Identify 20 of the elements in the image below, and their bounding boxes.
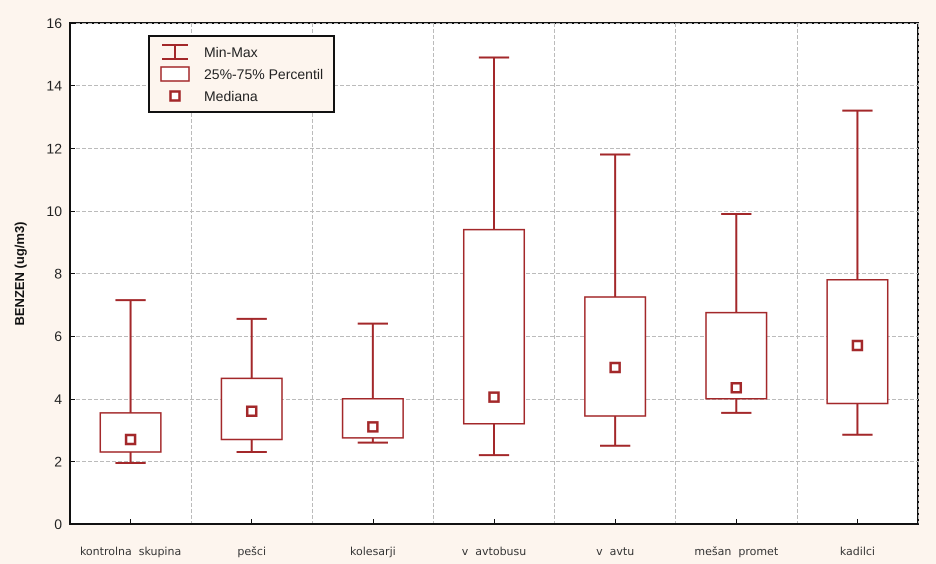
y-tick-label: 2 <box>54 453 62 470</box>
y-tick-label: 16 <box>46 15 62 31</box>
x-tick-label: v avtobusu <box>462 545 526 558</box>
x-tick-label: pešci <box>237 545 266 558</box>
x-tick-label: v avtu <box>596 545 634 558</box>
y-tick-label: 4 <box>54 390 62 407</box>
y-axis-title: BENZEN (ug/m3) <box>12 222 27 326</box>
annotation: 25%-75% Percentil <box>204 66 324 82</box>
annotation: Mediana <box>204 88 258 104</box>
y-tick-label: 14 <box>46 78 62 94</box>
x-tick-label: mešan promet <box>694 545 779 558</box>
y-tick-label: 6 <box>54 328 62 344</box>
y-tick-label: 12 <box>46 140 62 156</box>
x-tick-label: kolesarji <box>350 545 396 558</box>
y-tick-label: 8 <box>54 266 62 282</box>
annotation: Min-Max <box>204 44 258 60</box>
y-tick-label: 10 <box>46 202 62 219</box>
x-tick-label: kontrolna skupina <box>80 545 182 558</box>
x-tick-label: kadilci <box>840 545 875 558</box>
y-tick-label: 0 <box>54 516 62 532</box>
